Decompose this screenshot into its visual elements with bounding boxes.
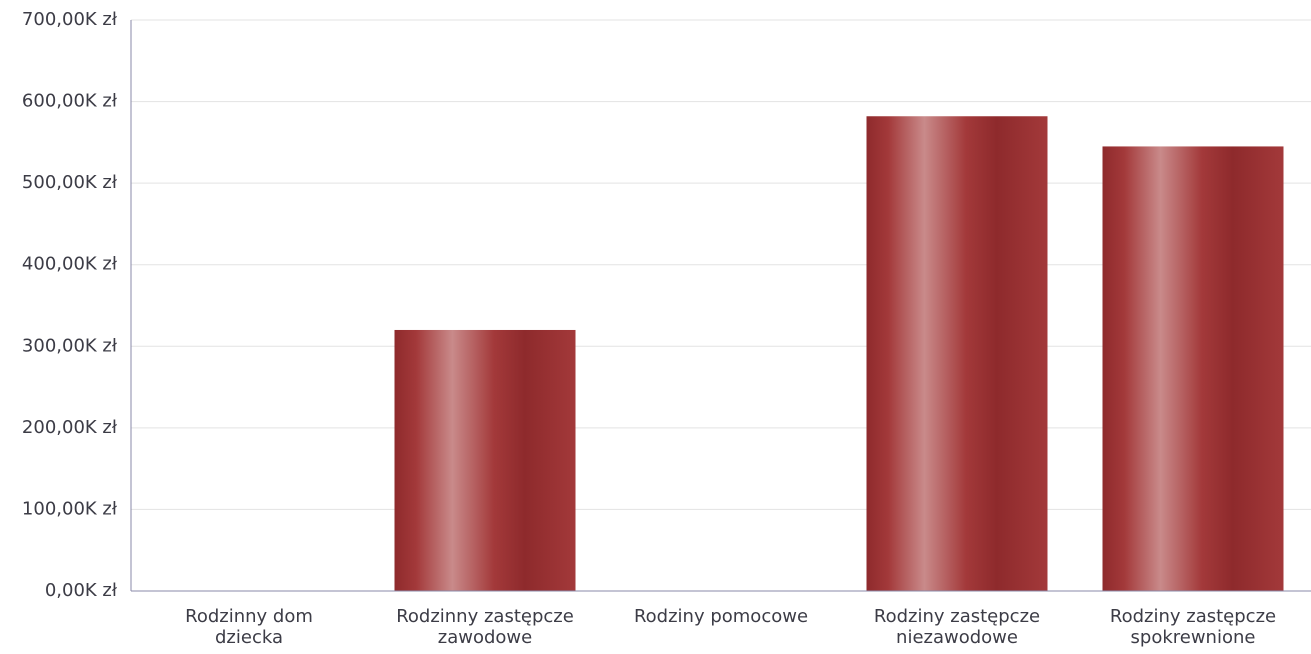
bar[interactable] — [1102, 146, 1284, 591]
x-tick-label: spokrewnione — [1131, 627, 1256, 648]
x-tick-label: Rodzinny zastępcze — [396, 606, 574, 627]
x-tick-label: niezawodowe — [896, 627, 1018, 648]
x-tick-label: Rodzinny dom — [185, 606, 313, 627]
x-tick-label: dziecka — [215, 627, 283, 648]
x-tick-label: Rodziny zastępcze — [874, 606, 1040, 627]
y-tick-label: 0,00K zł — [45, 580, 118, 601]
y-tick-label: 300,00K zł — [22, 335, 118, 356]
x-tick-label: Rodziny zastępcze — [1110, 606, 1276, 627]
x-tick-label: zawodowe — [438, 627, 532, 648]
y-tick-label: 700,00K zł — [22, 9, 118, 30]
y-tick-label: 500,00K zł — [22, 172, 118, 193]
bar[interactable] — [394, 329, 576, 591]
bars — [394, 116, 1284, 592]
axes — [130, 20, 1311, 592]
y-tick-label: 200,00K zł — [22, 417, 118, 438]
bar[interactable] — [866, 116, 1048, 592]
x-tick-label: Rodziny pomocowe — [634, 606, 808, 627]
y-tick-labels: 0,00K zł 100,00K zł 200,00K zł 300,00K zł 40… — [22, 9, 118, 601]
y-tick-label: 100,00K zł — [22, 498, 118, 519]
y-tick-label: 600,00K zł — [22, 91, 118, 112]
y-tick-label: 400,00K zł — [22, 254, 118, 275]
gridlines — [131, 19, 1311, 510]
